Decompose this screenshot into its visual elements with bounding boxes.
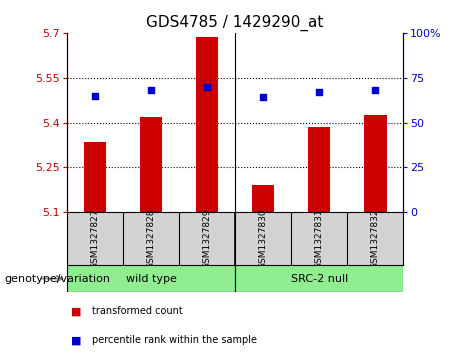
Text: SRC-2 null: SRC-2 null: [290, 274, 348, 284]
Text: GSM1327827: GSM1327827: [90, 208, 100, 269]
Text: GSM1327830: GSM1327830: [259, 208, 268, 269]
Point: [91, 93, 99, 98]
Text: GSM1327832: GSM1327832: [371, 208, 380, 269]
Bar: [67, 265, 235, 292]
Bar: [308, 127, 331, 212]
Bar: [196, 37, 218, 212]
Text: GSM1327828: GSM1327828: [147, 208, 155, 269]
Text: GSM1327829: GSM1327829: [202, 208, 212, 269]
Point: [315, 89, 323, 95]
Bar: [140, 117, 162, 212]
Bar: [364, 115, 386, 212]
Text: wild type: wild type: [125, 274, 177, 284]
Bar: [235, 265, 403, 292]
Bar: [83, 142, 106, 212]
Point: [372, 87, 379, 93]
Text: percentile rank within the sample: percentile rank within the sample: [92, 335, 257, 345]
Point: [203, 83, 211, 89]
Text: ■: ■: [71, 335, 82, 345]
Point: [147, 87, 154, 93]
Text: transformed count: transformed count: [92, 306, 183, 316]
Text: GSM1327831: GSM1327831: [315, 208, 324, 269]
Text: ■: ■: [71, 306, 82, 316]
Point: [260, 94, 267, 100]
Text: genotype/variation: genotype/variation: [5, 274, 111, 284]
Bar: [252, 185, 274, 212]
Title: GDS4785 / 1429290_at: GDS4785 / 1429290_at: [147, 15, 324, 31]
